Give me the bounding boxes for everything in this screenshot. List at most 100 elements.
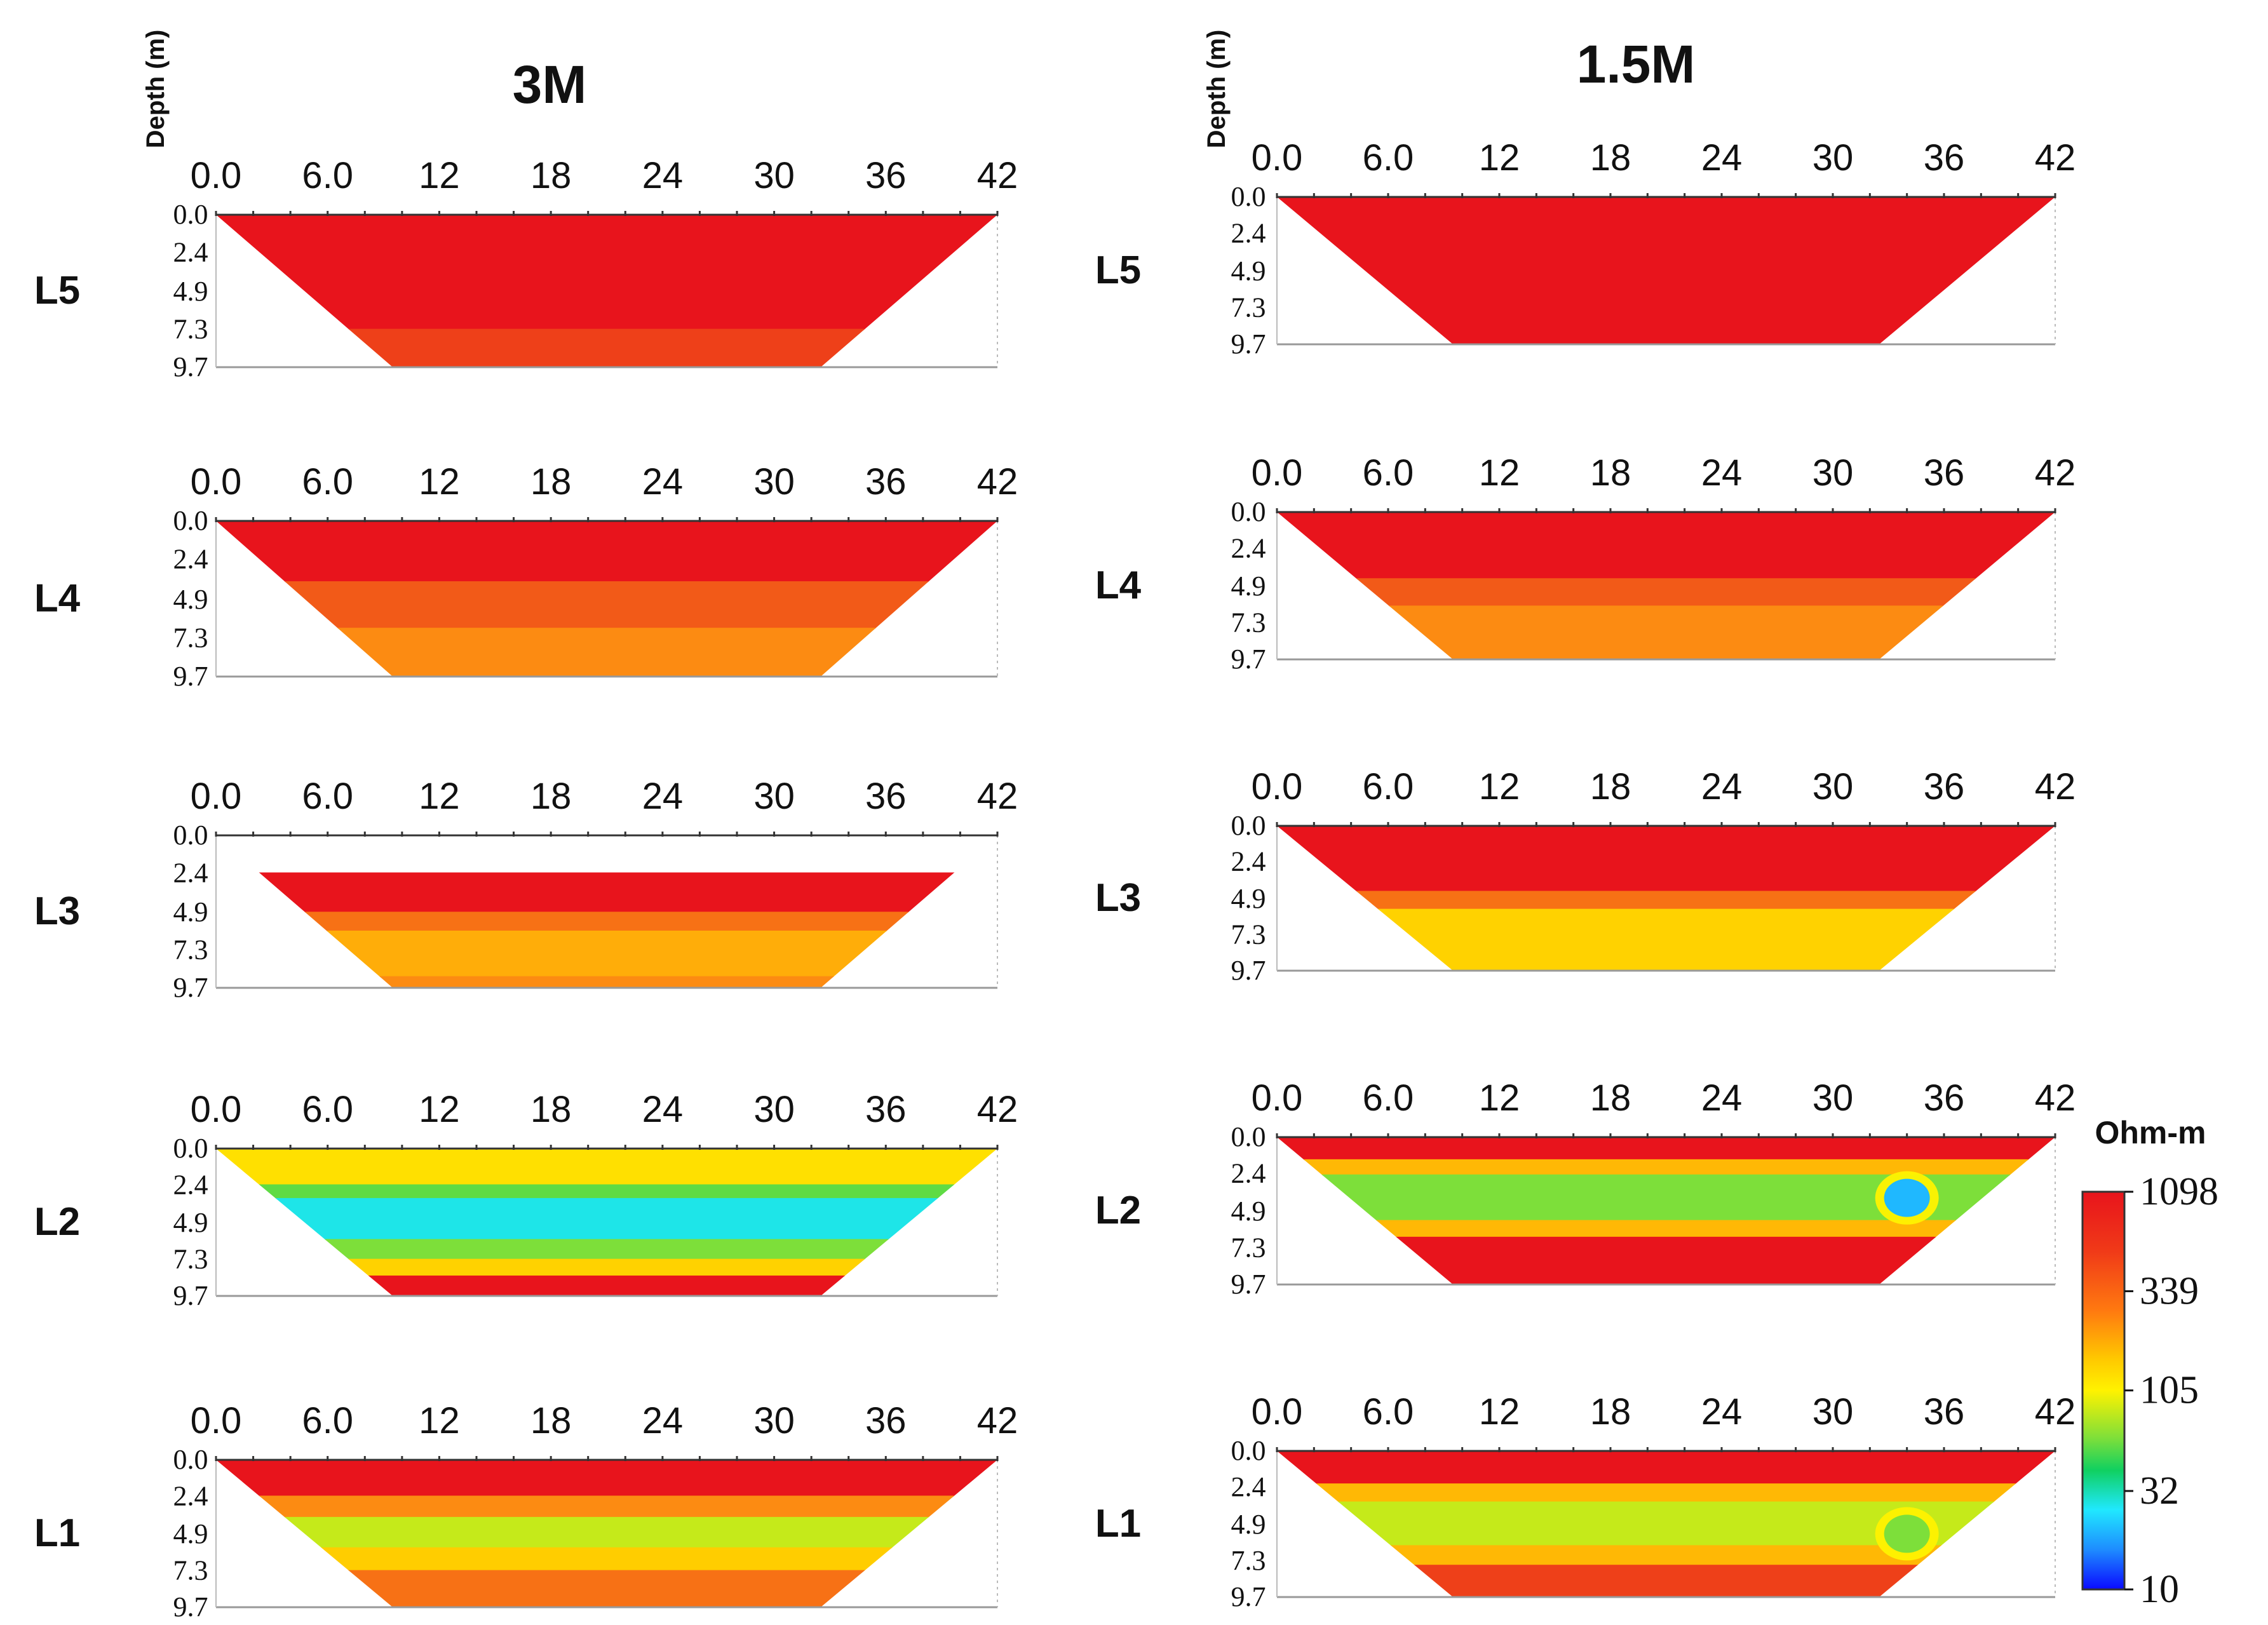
depth-tick-label: 9.7 xyxy=(1231,1269,1266,1300)
x-tick-label: 12 xyxy=(419,461,460,502)
x-tick-label: 30 xyxy=(753,1089,795,1130)
x-tick-label: 0.0 xyxy=(191,461,242,502)
x-tick-label: 30 xyxy=(1812,766,1854,807)
depth-tick-label: 7.3 xyxy=(173,314,208,345)
x-tick-label: 0.0 xyxy=(1252,1077,1303,1119)
layer-1 xyxy=(216,1184,997,1199)
x-tick-label: 30 xyxy=(1812,452,1854,494)
layer-1 xyxy=(216,328,997,367)
x-tick-label: 6.0 xyxy=(302,776,353,817)
x-tick-label: 24 xyxy=(642,155,684,196)
panel-label: L3 xyxy=(1095,876,1141,920)
col-title-1.5m: 1.5M xyxy=(1577,34,1696,94)
depth-tick-label: 4.9 xyxy=(1231,570,1266,602)
depth-tick-label: 4.9 xyxy=(1231,255,1266,287)
layer-0 xyxy=(1277,1451,2055,1485)
panel-label: L1 xyxy=(1095,1502,1141,1546)
x-tick-label: 18 xyxy=(530,1089,572,1130)
panel-label: L5 xyxy=(34,269,80,313)
depth-tick-label: 2.4 xyxy=(1231,1471,1266,1502)
x-tick-label: 6.0 xyxy=(1363,137,1414,179)
depth-tick-label: 4.9 xyxy=(1231,1196,1266,1227)
depth-tick-label: 7.3 xyxy=(173,1555,208,1586)
x-tick-label: 42 xyxy=(977,155,1018,196)
x-tick-label: 42 xyxy=(977,1089,1018,1130)
layer-2 xyxy=(1277,605,2055,659)
depth-tick-label: 7.3 xyxy=(1231,292,1266,323)
depth-tick-label: 7.3 xyxy=(173,1244,208,1275)
x-tick-label: 24 xyxy=(1701,1391,1743,1433)
panel-0-l5: 0.0 6.0 12 18 24 30 36 42 0.0 2.4 4.9 7.3 9.7 L5 xyxy=(34,155,1018,382)
layer-1 xyxy=(1277,1159,2055,1176)
colorbar-tick-label: 105 xyxy=(2140,1369,2199,1412)
depth-tick-label: 0.0 xyxy=(1231,810,1266,841)
x-tick-label: 6.0 xyxy=(302,1400,353,1441)
col-title-3m: 3M xyxy=(513,55,587,114)
depth-axis-label-1.5m: Depth (m) xyxy=(1203,30,1231,149)
depth-tick-label: 7.3 xyxy=(173,622,208,653)
layer-2 xyxy=(216,1197,997,1241)
x-tick-label: 18 xyxy=(1590,137,1631,179)
depth-tick-label: 2.4 xyxy=(173,544,208,575)
x-tick-label: 12 xyxy=(1479,452,1520,494)
layer-4 xyxy=(1277,1236,2055,1284)
x-tick-label: 36 xyxy=(1924,137,1965,179)
colorbar-ticks: 1098 339 105 32 10 xyxy=(2124,1170,2218,1611)
layer-0 xyxy=(216,1149,997,1186)
x-tick-label: 36 xyxy=(865,1089,907,1130)
colorbar-unit: Ohm-m xyxy=(2095,1115,2206,1150)
x-tick-label: 0.0 xyxy=(191,1089,242,1130)
x-tick-label: 42 xyxy=(977,776,1018,817)
layer-4 xyxy=(216,1570,997,1607)
pseudosection xyxy=(216,215,997,367)
pseudosection xyxy=(1277,197,2055,344)
depth-tick-label: 4.9 xyxy=(173,1518,208,1549)
x-tick-label: 18 xyxy=(530,461,572,502)
x-tick-label: 12 xyxy=(419,776,460,817)
layer-1 xyxy=(1277,1483,2055,1503)
x-tick-label: 18 xyxy=(1590,766,1631,807)
x-tick-label: 24 xyxy=(1701,766,1743,807)
depth-tick-label: 2.4 xyxy=(173,1169,208,1200)
x-tick-label: 42 xyxy=(2035,137,2076,179)
x-tick-label: 6.0 xyxy=(302,461,353,502)
depth-tick-label: 0.0 xyxy=(1231,1121,1266,1152)
x-tick-label: 42 xyxy=(977,461,1018,502)
depth-tick-label: 2.4 xyxy=(1231,1157,1266,1189)
layer-4 xyxy=(216,1258,997,1277)
anomaly xyxy=(1884,1178,1930,1217)
depth-tick-label: 0.0 xyxy=(1231,496,1266,527)
layer-3 xyxy=(216,1547,997,1572)
colorbar-tick-label: 10 xyxy=(2140,1568,2179,1611)
x-tick-label: 18 xyxy=(530,155,572,196)
x-tick-label: 18 xyxy=(530,1400,572,1441)
depth-tick-label: 0.0 xyxy=(173,199,208,230)
depth-tick-label: 4.9 xyxy=(173,1207,208,1238)
x-tick-label: 18 xyxy=(530,776,572,817)
x-tick-label: 24 xyxy=(642,776,684,817)
x-tick-label: 36 xyxy=(1924,1077,1965,1119)
x-tick-label: 6.0 xyxy=(1363,452,1414,494)
layer-1 xyxy=(216,912,997,932)
layer-0 xyxy=(1277,826,2055,893)
panels-group: 0.0 6.0 12 18 24 30 36 42 0.0 2.4 4.9 7.3 9.7 L5 0.0 6.… xyxy=(34,137,2076,1622)
panel-label: L5 xyxy=(1095,248,1141,292)
x-tick-label: 0.0 xyxy=(1252,452,1303,494)
x-tick-label: 36 xyxy=(865,776,907,817)
x-tick-label: 24 xyxy=(1701,452,1743,494)
pseudosection xyxy=(216,521,997,677)
x-tick-label: 12 xyxy=(419,155,460,196)
x-tick-label: 36 xyxy=(1924,1391,1965,1433)
x-tick-label: 24 xyxy=(642,1089,684,1130)
panel-0-l2: 0.0 6.0 12 18 24 30 36 42 0.0 2.4 4.9 7.3 9.7 L2 xyxy=(34,1089,1018,1311)
layer-1 xyxy=(1277,578,2055,607)
panel-label: L4 xyxy=(1095,563,1142,607)
depth-tick-label: 7.3 xyxy=(1231,1545,1266,1576)
x-tick-label: 24 xyxy=(1701,137,1743,179)
x-tick-label: 24 xyxy=(642,461,684,502)
colorbar: Ohm-m 1098 339 105 32 10 xyxy=(2081,1115,2218,1611)
x-tick-label: 30 xyxy=(1812,1391,1854,1433)
panel-1-l5: 0.0 6.0 12 18 24 30 36 42 0.0 2.4 4.9 7.3 9.7 L5 xyxy=(1095,137,2076,360)
layer-0 xyxy=(216,215,997,330)
